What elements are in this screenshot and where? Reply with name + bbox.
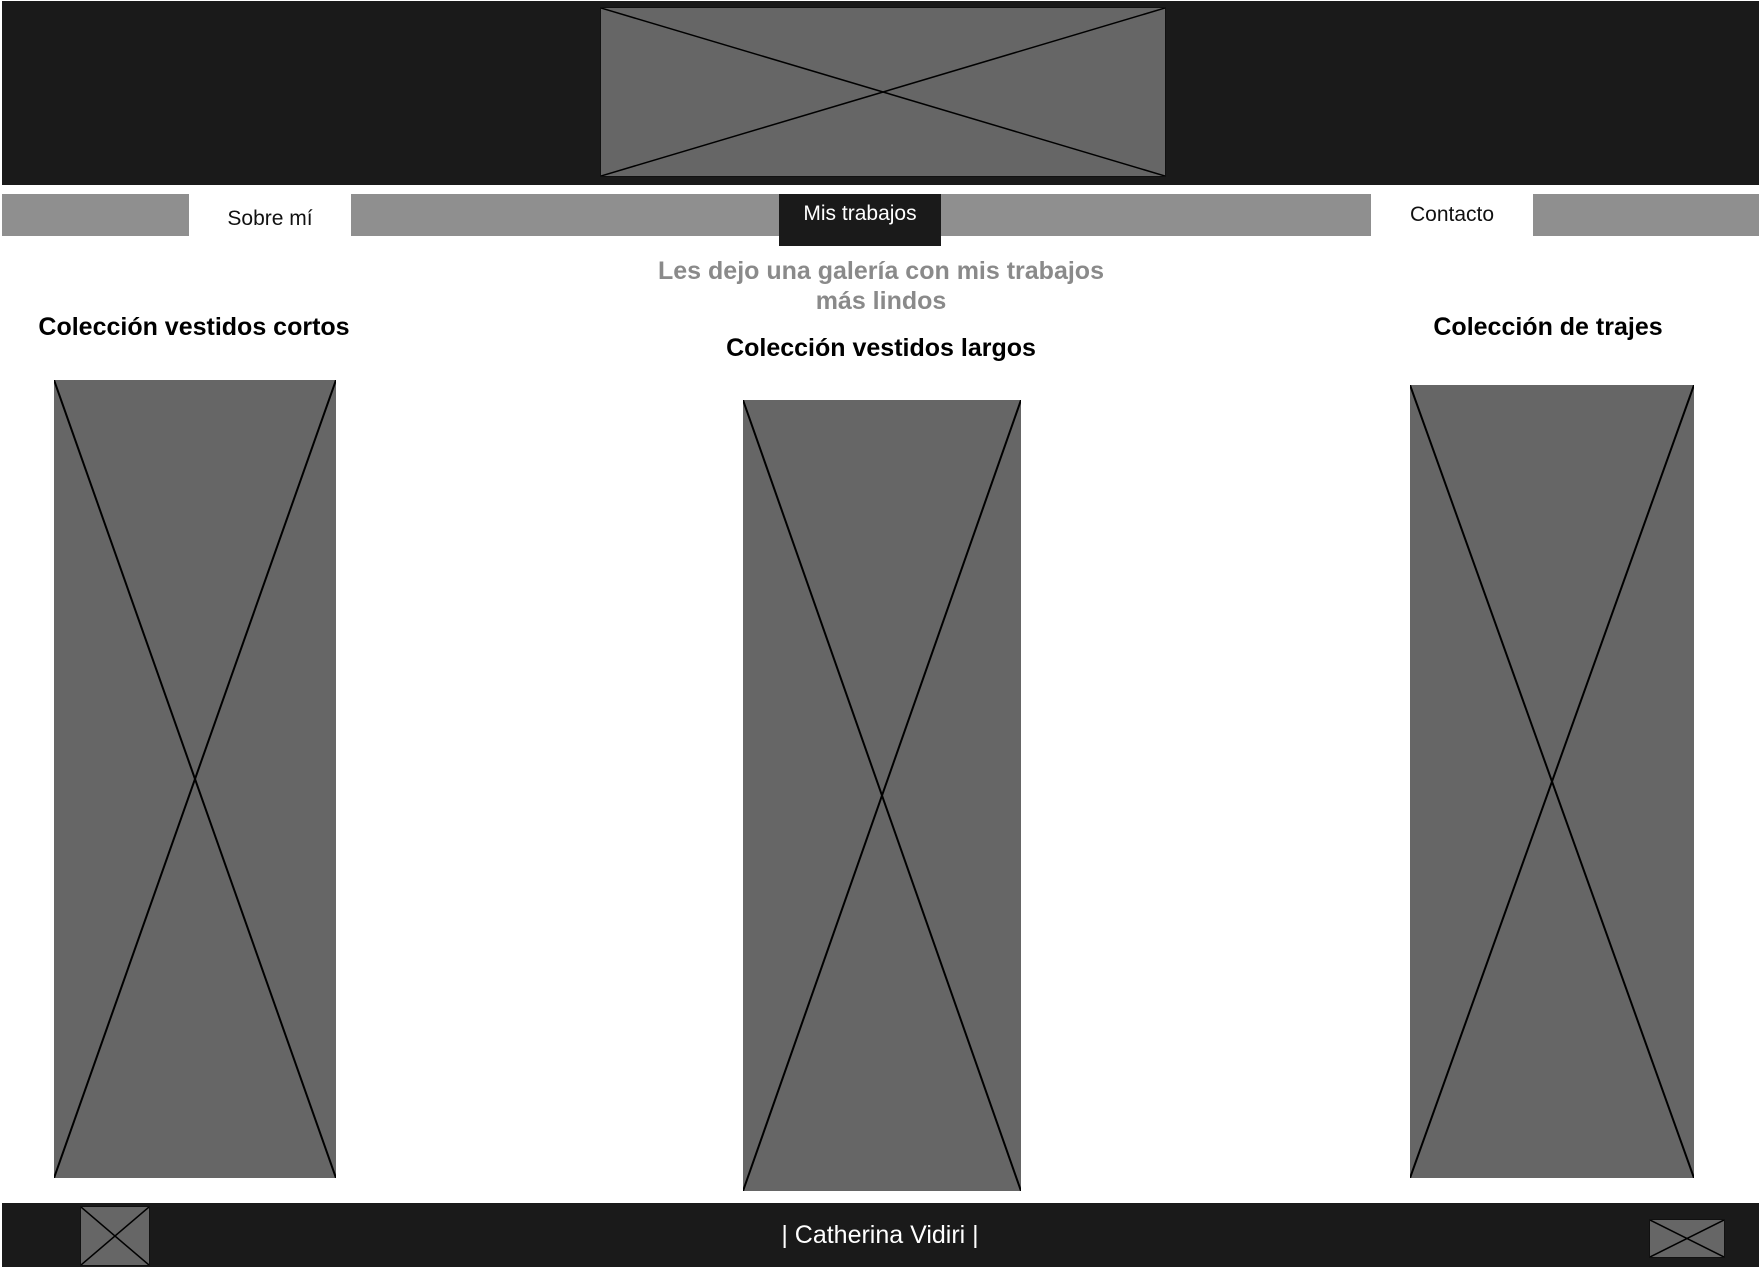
image-placeholder-icon (54, 380, 336, 1178)
footer-bar (2, 1203, 1759, 1267)
navbar-background (941, 194, 1371, 236)
gallery-subtitle: Les dejo una galería con mis trabajos má… (658, 257, 1104, 315)
footer-right-image-placeholder-icon[interactable] (1649, 1219, 1725, 1258)
nav-item-sobre-mi[interactable]: Sobre mí (189, 194, 351, 236)
image-placeholder-icon (1410, 385, 1694, 1178)
navbar-background (351, 194, 779, 236)
collection-title-vestidos-cortos: Colección vestidos cortos (38, 313, 350, 341)
navbar-background (1533, 194, 1759, 236)
nav-item-mis-trabajos[interactable]: Mis trabajos (779, 194, 941, 246)
collection-image-vestidos-cortos[interactable] (54, 380, 336, 1178)
collection-title-trajes: Colección de trajes (1433, 313, 1663, 341)
collection-image-trajes[interactable] (1410, 385, 1694, 1178)
footer-left-image-placeholder-icon[interactable] (80, 1206, 150, 1266)
logo-image-placeholder-icon (600, 7, 1166, 177)
nav-item-contacto[interactable]: Contacto (1371, 194, 1533, 236)
navbar-background (2, 194, 189, 236)
collection-image-vestidos-largos[interactable] (743, 400, 1021, 1191)
footer-author-name: | Catherina Vidiri | (781, 1221, 979, 1249)
collection-title-vestidos-largos: Colección vestidos largos (726, 334, 1036, 362)
image-placeholder-icon (743, 400, 1021, 1191)
